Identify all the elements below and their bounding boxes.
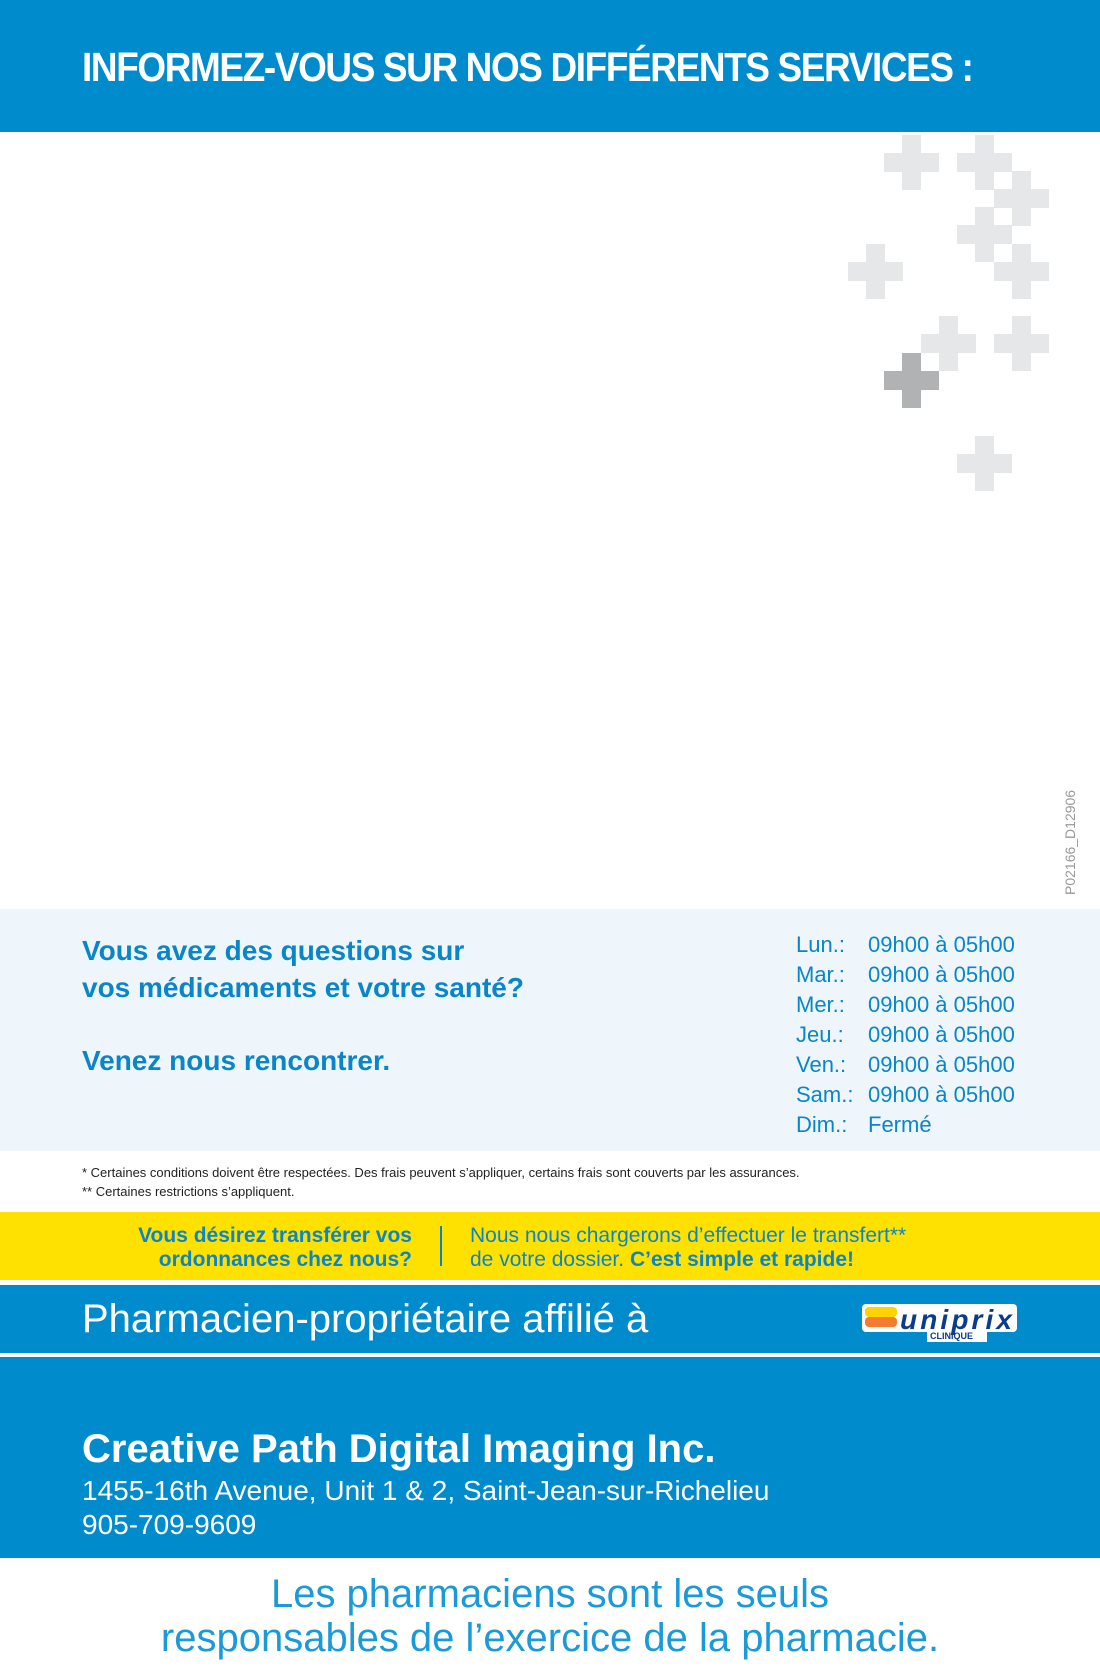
plus-icon xyxy=(994,316,1049,371)
question-line: Vous avez des questions sur xyxy=(82,935,465,966)
plus-icon xyxy=(994,171,1049,226)
document-code: P02166_D12906 xyxy=(1062,789,1078,895)
opening-hours: Lun.: 09h00 à 05h00 Mar.: 09h00 à 05h00 Me… xyxy=(796,932,1015,1142)
affiliate-text: Pharmacien-propriétaire affilié à xyxy=(82,1297,649,1341)
divider xyxy=(440,1226,442,1266)
tagline-line: responsables de l’exercice de la pharmac… xyxy=(160,1616,940,1660)
header-title: INFORMEZ-VOUS SUR NOS DIFFÉRENTS SERVICE… xyxy=(82,44,974,90)
transfer-highlight: C’est simple et rapide! xyxy=(629,1248,855,1271)
plus-icon xyxy=(884,135,939,190)
pharmacy-phone[interactable]: 905-709-9609 xyxy=(82,1509,257,1540)
day: Dim.: xyxy=(796,1112,848,1137)
time: 09h00 à 05h00 xyxy=(868,1082,1015,1107)
hours-row: Dim.: Fermé xyxy=(796,1112,1015,1142)
hours-row: Mer.: 09h00 à 05h00 xyxy=(796,992,1015,1022)
tagline: Les pharmaciens sont les seuls responsab… xyxy=(0,1572,1100,1660)
plus-icon xyxy=(957,135,1012,190)
day: Sam.: xyxy=(796,1082,854,1107)
transfer-question: ordonnances chez nous? xyxy=(158,1248,412,1271)
question-line: vos médicaments et votre santé? xyxy=(82,972,524,1003)
time: 09h00 à 05h00 xyxy=(868,962,1015,987)
questions-box: Vous avez des questions sur vos médicame… xyxy=(0,909,1100,1151)
header-banner: INFORMEZ-VOUS SUR NOS DIFFÉRENTS SERVICE… xyxy=(0,0,1100,132)
time: 09h00 à 05h00 xyxy=(868,1052,1015,1077)
invite-line: Venez nous rencontrer. xyxy=(82,1045,391,1076)
plus-icon xyxy=(848,244,903,299)
time: 09h00 à 05h00 xyxy=(868,1022,1015,1047)
plus-icon xyxy=(921,316,976,371)
pharmacy-address: 1455-16th Avenue, Unit 1 & 2, Saint-Jean… xyxy=(82,1475,770,1506)
plus-icon xyxy=(884,353,939,408)
svg-text:CLINIQUE: CLINIQUE xyxy=(930,1331,973,1341)
time: Fermé xyxy=(868,1112,932,1137)
hours-row: Lun.: 09h00 à 05h00 xyxy=(796,932,1015,962)
plus-icon xyxy=(994,244,1049,299)
footnotes: * Certaines conditions doivent être resp… xyxy=(82,1163,800,1201)
pharmacy-name: Creative Path Digital Imaging Inc. xyxy=(82,1427,716,1471)
hours-row: Ven.: 09h00 à 05h00 xyxy=(796,1052,1015,1082)
hours-row: Sam.: 09h00 à 05h00 xyxy=(796,1082,1015,1112)
tagline-line: Les pharmaciens sont les seuls xyxy=(270,1572,830,1616)
affiliate-band: Pharmacien-propriétaire affilié à unipri… xyxy=(0,1285,1100,1353)
pharmacy-info: Creative Path Digital Imaging Inc. 1455-… xyxy=(0,1357,1100,1558)
footnote: ** Certaines restrictions s’appliquent. xyxy=(82,1184,295,1199)
uniprix-logo: uniprix CLINIQUE xyxy=(862,1304,1017,1342)
hours-row: Jeu.: 09h00 à 05h00 xyxy=(796,1022,1015,1052)
day: Mer.: xyxy=(796,992,845,1017)
transfer-info: de votre dossier. xyxy=(470,1248,625,1271)
time: 09h00 à 05h00 xyxy=(868,932,1015,957)
time: 09h00 à 05h00 xyxy=(868,992,1015,1017)
plus-icon xyxy=(957,207,1012,262)
day: Ven.: xyxy=(796,1052,847,1077)
transfer-question: Vous désirez transférer vos xyxy=(138,1224,412,1247)
footnote: * Certaines conditions doivent être resp… xyxy=(82,1165,800,1180)
plus-icon xyxy=(957,436,1012,491)
day: Lun.: xyxy=(796,932,845,957)
hours-row: Mar.: 09h00 à 05h00 xyxy=(796,962,1015,992)
day: Jeu.: xyxy=(796,1022,844,1047)
transfer-banner: Vous désirez transférer vos ordonnances c… xyxy=(0,1212,1100,1280)
transfer-info: Nous nous chargerons d’effectuer le tran… xyxy=(470,1224,907,1247)
day: Mar.: xyxy=(796,962,845,987)
